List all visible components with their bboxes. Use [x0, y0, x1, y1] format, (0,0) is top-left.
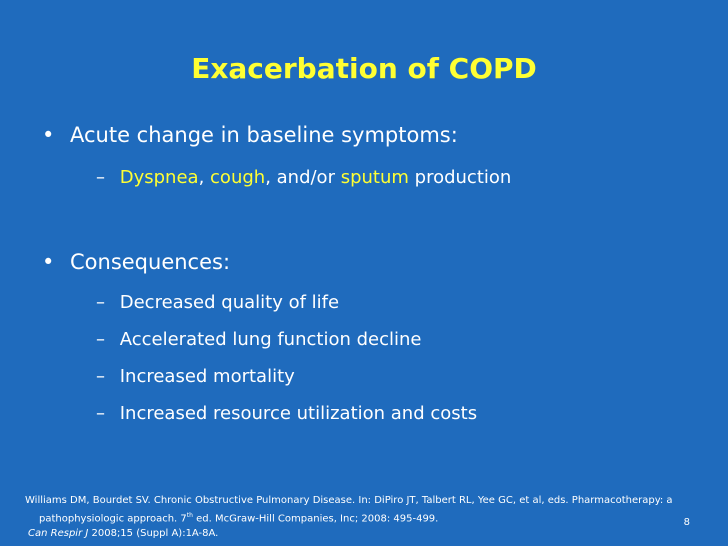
page-number: 8 — [683, 517, 690, 528]
sub-bullet-consequence: – Increased resource utilization and cos… — [96, 403, 477, 424]
symptom-sep-1: , — [198, 167, 211, 188]
sub-dash: – — [96, 167, 105, 188]
bullet-text: Acute change in baseline symptoms: — [70, 123, 458, 147]
bullet-text: Consequences: — [70, 250, 231, 274]
slide-title: Exacerbation of COPD — [191, 52, 537, 85]
consequence-text: Increased mortality — [119, 366, 295, 387]
reference-1-line-2: pathophysiologic approach. 7th ed. McGra… — [25, 508, 680, 526]
sub-dash: – — [96, 329, 105, 350]
bullet-dot: • — [42, 123, 55, 147]
bullet-dot: • — [42, 250, 55, 274]
reference-2-journal: Can Respir J — [28, 528, 89, 540]
sub-bullet-consequence: – Increased mortality — [96, 366, 295, 387]
sub-dash: – — [96, 366, 105, 387]
bullet-symptoms: • Acute change in baseline symptoms: — [42, 123, 458, 147]
sub-bullet-consequence: – Decreased quality of life — [96, 292, 339, 313]
reference-1-text-b: ed. McGraw-Hill Companies, Inc; 2008: 49… — [192, 513, 439, 525]
sub-dash: – — [96, 292, 105, 313]
reference-1-line-1: Williams DM, Bourdet SV. Chronic Obstruc… — [25, 495, 673, 506]
consequence-text: Accelerated lung function decline — [119, 329, 422, 350]
bullet-consequences: • Consequences: — [42, 250, 230, 274]
references: Williams DM, Bourdet SV. Chronic Obstruc… — [25, 493, 680, 541]
reference-1-superscript: th — [186, 512, 193, 519]
sub-bullet-symptoms-list: – Dyspnea, cough, and/or sputum producti… — [96, 167, 511, 188]
consequence-text: Decreased quality of life — [119, 292, 340, 313]
symptom-sep-2: , and/or — [265, 167, 341, 188]
symptom-tail: production — [408, 167, 512, 188]
sub-bullet-consequence: – Accelerated lung function decline — [96, 329, 421, 350]
sub-dash: – — [96, 403, 105, 424]
symptom-sputum: sputum — [340, 167, 409, 188]
reference-2-citation: 2008;15 (Suppl A):1A-8A. — [88, 528, 219, 540]
symptom-cough: cough — [210, 167, 266, 188]
consequence-text: Increased resource utilization and costs — [119, 403, 478, 424]
reference-2: Can Respir J 2008;15 (Suppl A):1A-8A. — [25, 526, 680, 541]
reference-1-text-a: pathophysiologic approach. 7 — [39, 513, 187, 525]
symptom-dyspnea: Dyspnea — [119, 167, 199, 188]
